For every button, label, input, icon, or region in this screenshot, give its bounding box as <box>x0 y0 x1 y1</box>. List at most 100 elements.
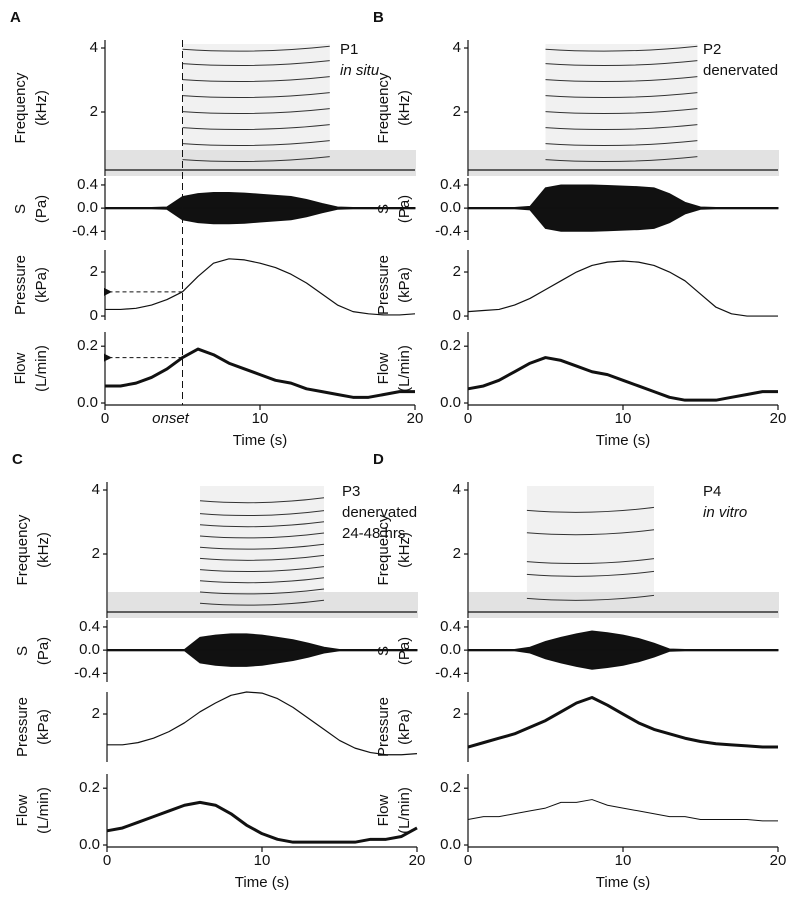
sound-envelope <box>106 649 418 667</box>
y-axis-label: Flow <box>12 352 29 384</box>
y-tick-label: -0.4 <box>435 222 461 239</box>
trace <box>107 691 418 756</box>
harmonic <box>182 156 330 163</box>
harmonic <box>545 45 698 52</box>
harmonic <box>182 60 330 67</box>
trace <box>467 356 778 402</box>
y-axis-label: Flow <box>14 794 31 826</box>
trace <box>467 260 778 317</box>
harmonic <box>199 588 325 595</box>
y-tick-label: 0.4 <box>440 618 461 635</box>
x-tick-label: 0 <box>464 852 472 869</box>
y-tick-label: -0.4 <box>72 222 98 239</box>
y-tick-label: 0.2 <box>440 779 461 796</box>
y-tick-label: 0.2 <box>440 337 461 354</box>
y-tick-label: 0.4 <box>440 176 461 193</box>
x-tick-label: 20 <box>409 852 426 869</box>
y-tick-label: 2 <box>453 103 461 120</box>
harmonic <box>545 76 698 83</box>
y-axis-label: Flow <box>375 794 392 826</box>
harmonic <box>545 60 698 67</box>
call-region <box>526 486 654 592</box>
y-axis-label: (kHz) <box>35 532 52 568</box>
y-axis-label: Pressure <box>375 255 392 315</box>
trace <box>467 696 778 749</box>
y-axis-label: (L/min) <box>33 345 50 392</box>
y-tick-label: 4 <box>453 481 461 498</box>
annotation: denervated <box>342 504 417 521</box>
harmonic <box>182 92 330 99</box>
sound-envelope <box>104 191 416 209</box>
annotation: P3 <box>342 483 360 500</box>
harmonic <box>199 599 325 606</box>
harmonic <box>526 594 655 601</box>
annotation: in vitro <box>703 504 747 521</box>
y-tick-label: 0.0 <box>77 394 98 411</box>
harmonic <box>526 506 655 513</box>
y-tick-label: 2 <box>90 263 98 280</box>
y-tick-label: 0.0 <box>440 394 461 411</box>
y-axis-label: (kPa) <box>33 267 50 303</box>
x-tick-label: 10 <box>252 410 269 427</box>
y-tick-label: -0.4 <box>74 664 100 681</box>
x-tick-label: 10 <box>615 852 632 869</box>
panel-label: A <box>10 9 21 26</box>
harmonic <box>182 108 330 115</box>
y-axis-label: Flow <box>375 352 392 384</box>
annotation: P4 <box>703 483 721 500</box>
harmonic <box>526 558 655 565</box>
y-axis-label: S <box>12 204 29 214</box>
y-tick-label: 0.2 <box>79 779 100 796</box>
trace <box>467 799 778 822</box>
y-axis-label: (kHz) <box>396 532 413 568</box>
x-axis-label: Time (s) <box>233 432 287 449</box>
y-axis-label: (kPa) <box>396 267 413 303</box>
harmonic <box>199 543 325 550</box>
y-tick-label: 2 <box>90 103 98 120</box>
y-tick-label: 0.4 <box>79 618 100 635</box>
x-tick-label: 10 <box>254 852 271 869</box>
y-axis-label: S <box>375 204 392 214</box>
y-axis-label: (L/min) <box>35 787 52 834</box>
harmonic <box>182 45 330 52</box>
harmonic <box>199 566 325 573</box>
sound-envelope <box>106 633 418 651</box>
x-tick-label: 20 <box>770 852 787 869</box>
y-tick-label: 0.0 <box>440 641 461 658</box>
sound-envelope <box>467 630 779 651</box>
y-tick-label: -0.4 <box>435 664 461 681</box>
y-tick-label: 0.0 <box>79 836 100 853</box>
harmonic <box>182 76 330 83</box>
y-tick-label: 2 <box>453 263 461 280</box>
harmonic <box>545 92 698 99</box>
harmonic <box>199 497 325 504</box>
harmonic <box>199 577 325 584</box>
sound-envelope <box>467 207 779 232</box>
y-tick-label: 0.4 <box>77 176 98 193</box>
harmonic <box>199 521 325 528</box>
y-axis-label: (Pa) <box>396 637 413 665</box>
harmonic <box>199 532 325 539</box>
panel-label: C <box>12 451 23 468</box>
panel-label: B <box>373 9 384 26</box>
y-tick-label: 0.2 <box>77 337 98 354</box>
panel-label: D <box>373 451 384 468</box>
sound-envelope <box>467 649 779 670</box>
annotation: P2 <box>703 41 721 58</box>
x-tick-label: 20 <box>770 410 787 427</box>
x-axis-label: Time (s) <box>596 874 650 891</box>
y-axis-label: (kHz) <box>396 90 413 126</box>
y-tick-label: 2 <box>453 545 461 562</box>
annotation: P1 <box>340 41 358 58</box>
noise-band <box>469 592 779 618</box>
trace <box>105 347 415 399</box>
y-tick-label: 2 <box>453 705 461 722</box>
harmonic <box>545 156 698 163</box>
y-axis-label: Frequency <box>375 514 392 585</box>
onset-label: onset <box>152 410 190 427</box>
x-tick-label: 20 <box>407 410 424 427</box>
harmonic <box>545 108 698 115</box>
harmonic <box>199 554 325 561</box>
